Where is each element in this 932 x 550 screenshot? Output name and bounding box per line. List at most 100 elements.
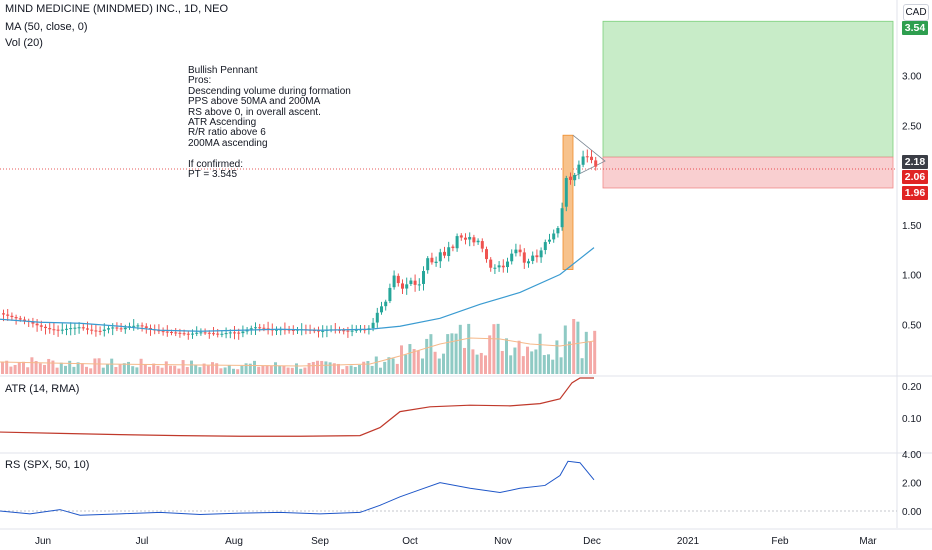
candle-body — [409, 280, 413, 285]
candle-body — [371, 322, 375, 329]
time-tick-label: Jun — [35, 536, 51, 547]
volume-bar — [425, 338, 429, 374]
candle-body — [69, 328, 73, 330]
volume-bar — [198, 367, 202, 374]
note-line: Pros: — [188, 75, 212, 87]
volume-bar — [169, 365, 172, 374]
candle-body — [186, 333, 190, 335]
candle-body — [476, 240, 480, 243]
volume-bar — [219, 368, 223, 374]
candle-body — [375, 312, 379, 323]
volume-bar — [177, 368, 181, 374]
volume-bar — [257, 366, 261, 374]
candle-body — [18, 318, 22, 320]
candle-body — [165, 331, 169, 333]
volume-bar — [332, 363, 336, 374]
candle-body — [224, 333, 228, 335]
candle-body — [6, 314, 10, 316]
note-line: If confirmed: — [188, 158, 244, 170]
price-tick-label: 3.00 — [902, 72, 922, 83]
candle-body — [178, 332, 182, 334]
candle-body — [216, 333, 220, 335]
candle-body — [396, 275, 400, 284]
volume-bar — [400, 345, 403, 374]
volume-bar — [505, 338, 508, 374]
candle-body — [44, 326, 47, 329]
volume-bar — [274, 362, 277, 374]
candle-body — [392, 275, 396, 288]
volume-bar — [122, 363, 126, 374]
ma50-line — [0, 247, 595, 332]
volume-bar — [316, 360, 319, 374]
candle-body — [249, 328, 253, 330]
trade-idea-note: Bullish Pennant Pros: Descending volume du… — [188, 65, 351, 180]
volume-bar — [253, 360, 256, 374]
candle-body — [472, 237, 476, 243]
candle-body — [518, 249, 522, 253]
candle-body — [262, 327, 266, 329]
candle-body — [102, 329, 106, 331]
rs-indicator-label[interactable]: RS (SPX, 50, 10) — [5, 459, 90, 471]
candle-body — [510, 253, 514, 262]
candle-body — [560, 208, 564, 228]
candle-body — [191, 333, 194, 335]
candle-body — [90, 329, 94, 331]
volume-bar — [236, 369, 240, 374]
candle-body — [291, 330, 295, 332]
candle-body — [543, 242, 547, 251]
volume-bar — [34, 361, 38, 374]
candle-body — [77, 327, 81, 329]
volume-bar — [173, 365, 177, 374]
candle-body — [422, 271, 425, 284]
volume-bar — [454, 333, 458, 374]
candle-body — [98, 330, 102, 332]
price-tick-label: 1.00 — [902, 271, 922, 282]
candle-body — [459, 235, 463, 238]
candle-body — [161, 331, 165, 333]
candle-body — [506, 261, 509, 268]
volume-indicator-label[interactable]: Vol (20) — [5, 37, 43, 49]
candle-body — [417, 284, 421, 286]
candle-body — [573, 175, 577, 181]
candle-body — [111, 327, 115, 329]
candle-body — [354, 329, 358, 331]
candle-body — [275, 329, 278, 331]
atr-indicator-label[interactable]: ATR (14, RMA) — [5, 383, 80, 395]
candle-body — [430, 257, 434, 263]
breakout-highlight — [562, 134, 574, 270]
volume-bar — [38, 363, 42, 374]
time-tick-label: 2021 — [677, 536, 700, 547]
candle-body — [174, 332, 178, 334]
candle-body — [119, 328, 123, 330]
candle-body — [497, 265, 501, 268]
volume-bar — [311, 361, 315, 374]
volume-bar — [30, 357, 34, 374]
candle-body — [401, 283, 404, 289]
volume-bar — [26, 367, 30, 374]
candle-body — [228, 332, 232, 334]
volume-bar — [143, 364, 147, 374]
volume-bar — [22, 361, 25, 374]
volume-bar — [9, 366, 13, 374]
candle-body — [233, 332, 236, 334]
volume-bar — [68, 360, 72, 374]
volume-bar — [106, 364, 109, 374]
rs-tick-label: 4.00 — [902, 450, 922, 461]
currency-badge[interactable]: CAD — [903, 4, 929, 21]
candle-body — [144, 326, 148, 328]
candle-body — [81, 327, 85, 329]
candle-body — [350, 330, 354, 332]
volume-bar — [206, 365, 210, 374]
note-line: RS above 0, in overall ascent. — [188, 106, 321, 118]
rs-tick-label: 2.00 — [902, 479, 922, 490]
volume-bar — [513, 347, 517, 374]
note-line: PPS above 50MA and 200MA — [188, 96, 321, 108]
volume-bar — [526, 346, 529, 374]
candle-body — [493, 267, 497, 269]
time-tick-label: Nov — [494, 536, 512, 547]
ma-indicator-label[interactable]: MA (50, close, 0) — [5, 21, 88, 33]
volume-bar — [152, 363, 156, 374]
candle-body — [321, 330, 325, 332]
volume-bar — [479, 352, 483, 374]
